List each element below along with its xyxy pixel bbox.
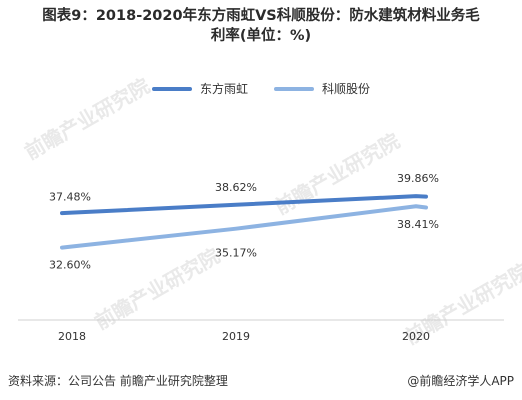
legend-swatch-dongfang — [151, 86, 192, 91]
source-text: 资料来源：公司公告 前瞻产业研究院整理 — [8, 374, 228, 388]
legend: 东方雨虹 科顺股份 — [0, 80, 522, 97]
data-label: 32.60% — [49, 259, 91, 272]
brand: @前瞻经济学人APP — [407, 372, 514, 389]
series-line-1 — [60, 204, 428, 250]
legend-label-keshun: 科顺股份 — [322, 82, 371, 96]
legend-swatch-keshun — [274, 86, 314, 91]
footer: 资料来源：公司公告 前瞻产业研究院整理 @前瞻经济学人APP — [8, 372, 514, 389]
legend-item-keshun: 科顺股份 — [274, 80, 370, 97]
watermark: 前瞻产业研究院 — [21, 74, 154, 165]
legend-label-dongfang: 东方雨虹 — [199, 82, 248, 96]
legend-item-dongfang: 东方雨虹 — [151, 80, 248, 97]
x-tick-label: 2019 — [222, 330, 250, 343]
data-label: 39.86% — [397, 172, 439, 185]
series-line-0 — [60, 194, 428, 216]
x-tick-label: 2020 — [402, 330, 430, 343]
brand-text: @前瞻经济学人APP — [407, 374, 514, 388]
x-tick-label: 2018 — [58, 330, 86, 343]
chart-title: 图表9：2018-2020年东方雨虹VS科顺股份：防水建筑材料业务毛 利率(单位… — [8, 6, 514, 46]
chart-title-line1: 图表9：2018-2020年东方雨虹VS科顺股份：防水建筑材料业务毛 — [42, 8, 480, 24]
plot-area: 2018 2019 2020 37.48% 38.62% 39.86% 32.60% 35.1… — [49, 172, 439, 343]
watermark: 前瞻产业研究院 — [271, 129, 404, 220]
data-label: 37.48% — [49, 191, 91, 204]
data-label: 38.62% — [215, 181, 257, 194]
watermark: 前瞻产业研究院 — [91, 244, 224, 335]
data-label: 35.17% — [215, 247, 257, 260]
chart-title-line2: 利率(单位：%) — [210, 28, 312, 44]
data-label: 38.41% — [397, 218, 439, 231]
